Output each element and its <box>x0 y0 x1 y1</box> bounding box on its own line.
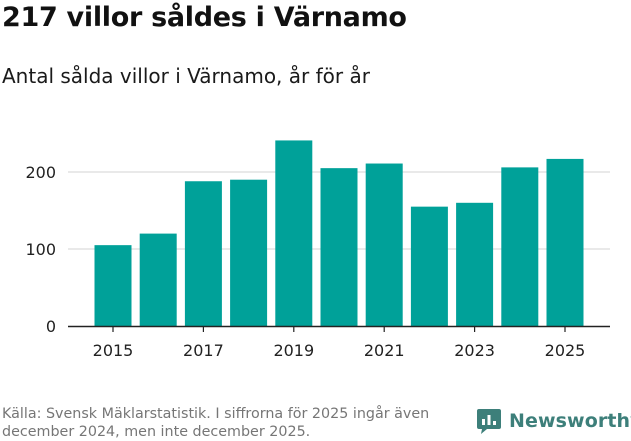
bar-2015 <box>94 245 132 326</box>
bar-2017 <box>184 181 222 326</box>
brand-logo: Newsworthy <box>476 408 631 434</box>
bar-2025 <box>546 158 584 326</box>
chart-title: 217 villor såldes i Värnamo <box>2 2 407 33</box>
bar-2016 <box>139 233 177 326</box>
y-tick-label: 0 <box>46 317 56 336</box>
x-tick-label: 2025 <box>545 341 586 360</box>
y-tick-label: 100 <box>25 240 56 259</box>
bar-2020 <box>320 168 358 326</box>
bar-2024 <box>501 167 539 326</box>
x-tick-label: 2019 <box>273 341 314 360</box>
source-note: Källa: Svensk Mäklarstatistik. I siffror… <box>2 406 430 440</box>
chart-subtitle: Antal sålda villor i Värnamo, år för år <box>2 64 370 88</box>
bar-2023 <box>456 202 494 326</box>
bar-2019 <box>275 140 313 326</box>
x-tick-label: 2017 <box>183 341 224 360</box>
newsworthy-logo-icon <box>477 409 501 434</box>
x-tick-label: 2021 <box>364 341 405 360</box>
y-tick-label: 200 <box>25 163 56 182</box>
bar-2022 <box>410 206 448 326</box>
bar-2021 <box>365 163 403 326</box>
x-tick-label: 2015 <box>93 341 134 360</box>
brand-name: Newsworthy <box>509 410 631 432</box>
x-tick-label: 2023 <box>454 341 495 360</box>
bar-2018 <box>230 179 268 326</box>
